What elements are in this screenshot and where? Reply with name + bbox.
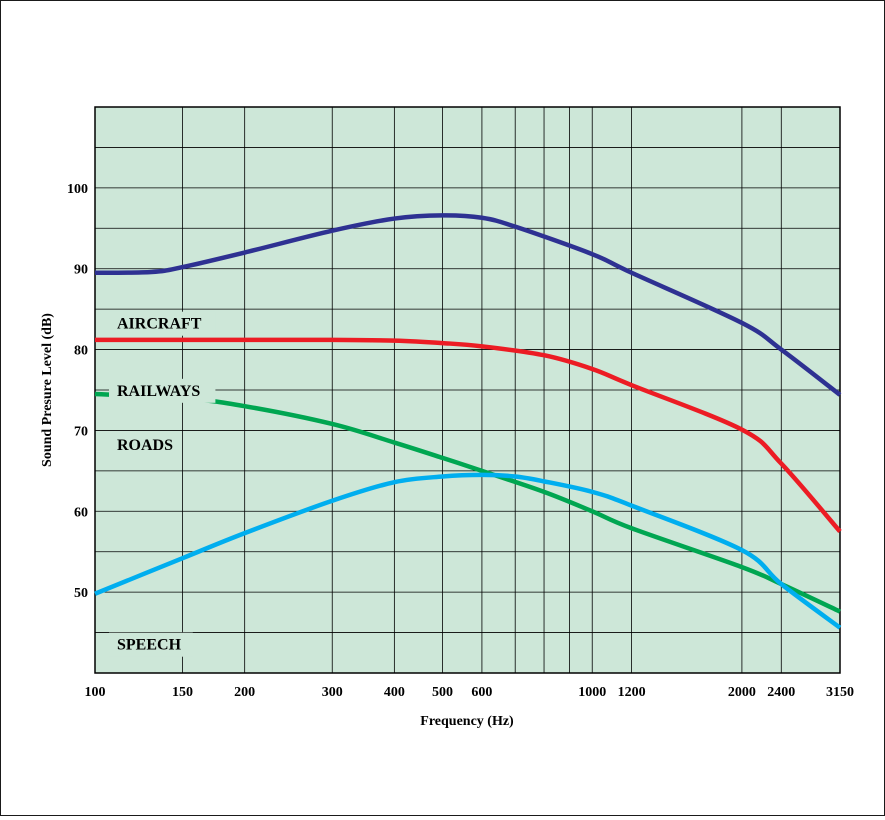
series-label-railways: RAILWAYS: [117, 383, 200, 400]
y-tick-label: 60: [74, 505, 88, 520]
x-axis-title: Frequency (Hz): [420, 714, 514, 729]
series-label-speech: SPEECH: [117, 637, 182, 654]
y-tick-labels: 50 60 70 80 90 100: [67, 182, 88, 601]
x-tick-label: 200: [234, 685, 255, 700]
series-line-aircraft: [94, 213, 842, 397]
x-tick-labels: 100 150 200 300 400 500 600 1000 1200 2000 2400 315…: [85, 685, 855, 700]
series-line-railways: [95, 337, 842, 533]
x-tick-label: 300: [322, 685, 343, 700]
series-label-roads: ROADS: [117, 437, 173, 454]
series-label-background: [109, 311, 216, 336]
x-tick-label: 2400: [767, 685, 795, 700]
x-tick-label: 150: [172, 685, 193, 700]
x-tick-label: 1200: [618, 685, 646, 700]
series-line-speech: [94, 472, 842, 630]
series-label-aircraft: AIRCRAFT: [117, 316, 202, 333]
series-label-background: [109, 378, 216, 403]
y-tick-label: 80: [74, 344, 88, 359]
y-tick-label: 100: [67, 182, 88, 197]
x-tick-label: 100: [85, 685, 106, 700]
x-tick-label: 600: [471, 685, 492, 700]
x-tick-label: 1000: [578, 685, 606, 700]
y-tick-label: 70: [74, 424, 88, 439]
x-tick-label: 500: [432, 685, 453, 700]
y-tick-label: 90: [74, 263, 88, 278]
series-label-background: [109, 432, 182, 457]
series-label-background: [109, 632, 193, 657]
series-lines: [94, 213, 842, 630]
x-tick-label: 2000: [728, 685, 756, 700]
x-tick-label: 3150: [826, 685, 854, 700]
series-line-roads: [94, 391, 841, 614]
x-tick-label: 400: [384, 685, 405, 700]
grid: [95, 107, 840, 673]
series-labels: AIRCRAFT RAILWAYS ROADS SPEECH: [109, 311, 216, 657]
y-tick-label: 50: [74, 586, 88, 601]
y-axis-title: Sound Presure Level (dB): [40, 313, 55, 467]
